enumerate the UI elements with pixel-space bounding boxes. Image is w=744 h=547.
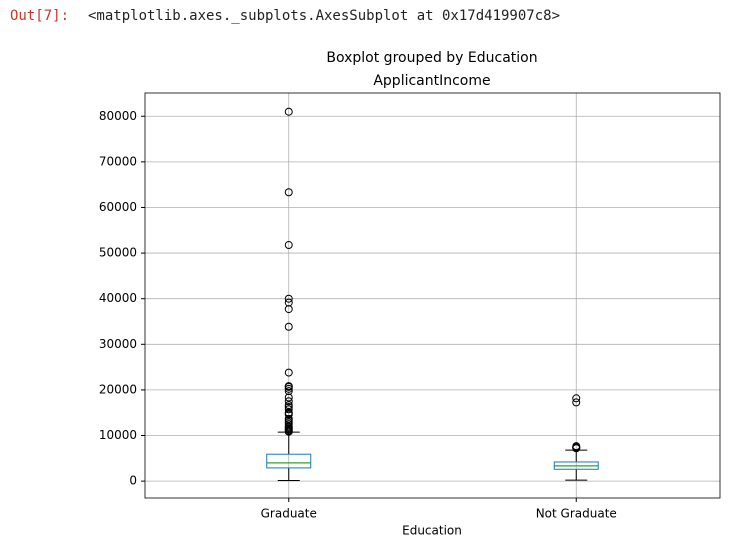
flier	[572, 398, 581, 407]
flier	[572, 444, 581, 453]
flier	[284, 405, 293, 414]
y-tick-label: 70000	[99, 154, 137, 168]
y-tick-label: 50000	[99, 246, 137, 260]
flier	[284, 322, 293, 331]
y-tick-label: 30000	[99, 337, 137, 351]
chart-title: ApplicantIncome	[373, 73, 490, 89]
y-tick-label: 10000	[99, 428, 137, 442]
flier	[284, 188, 293, 197]
flier	[284, 387, 293, 396]
flier	[284, 382, 293, 391]
flier	[284, 241, 293, 250]
flier	[284, 393, 293, 402]
y-tick-label: 20000	[99, 382, 137, 396]
flier	[284, 427, 293, 436]
y-tick-label: 60000	[99, 200, 137, 214]
y-tick-label: 80000	[99, 109, 137, 123]
x-axis-label: Education	[402, 524, 462, 538]
flier	[284, 397, 293, 406]
axes-frame	[144, 92, 721, 499]
flier	[284, 294, 293, 303]
y-tick-label: 0	[129, 474, 137, 488]
x-tick-label: Not Graduate	[536, 507, 617, 521]
flier	[284, 410, 293, 419]
flier	[284, 368, 293, 377]
flier	[284, 305, 293, 314]
output-text: <matplotlib.axes._subplots.AxesSubplot a…	[88, 8, 561, 24]
output-prompt: Out[7]:	[10, 8, 70, 24]
flier	[284, 403, 293, 412]
flier	[572, 394, 581, 403]
flier	[284, 107, 293, 116]
flier	[284, 384, 293, 393]
y-tick-label: 40000	[99, 291, 137, 305]
box	[266, 453, 312, 469]
suptitle: Boxplot grouped by Education	[326, 50, 537, 66]
x-tick-label: Graduate	[261, 507, 317, 521]
